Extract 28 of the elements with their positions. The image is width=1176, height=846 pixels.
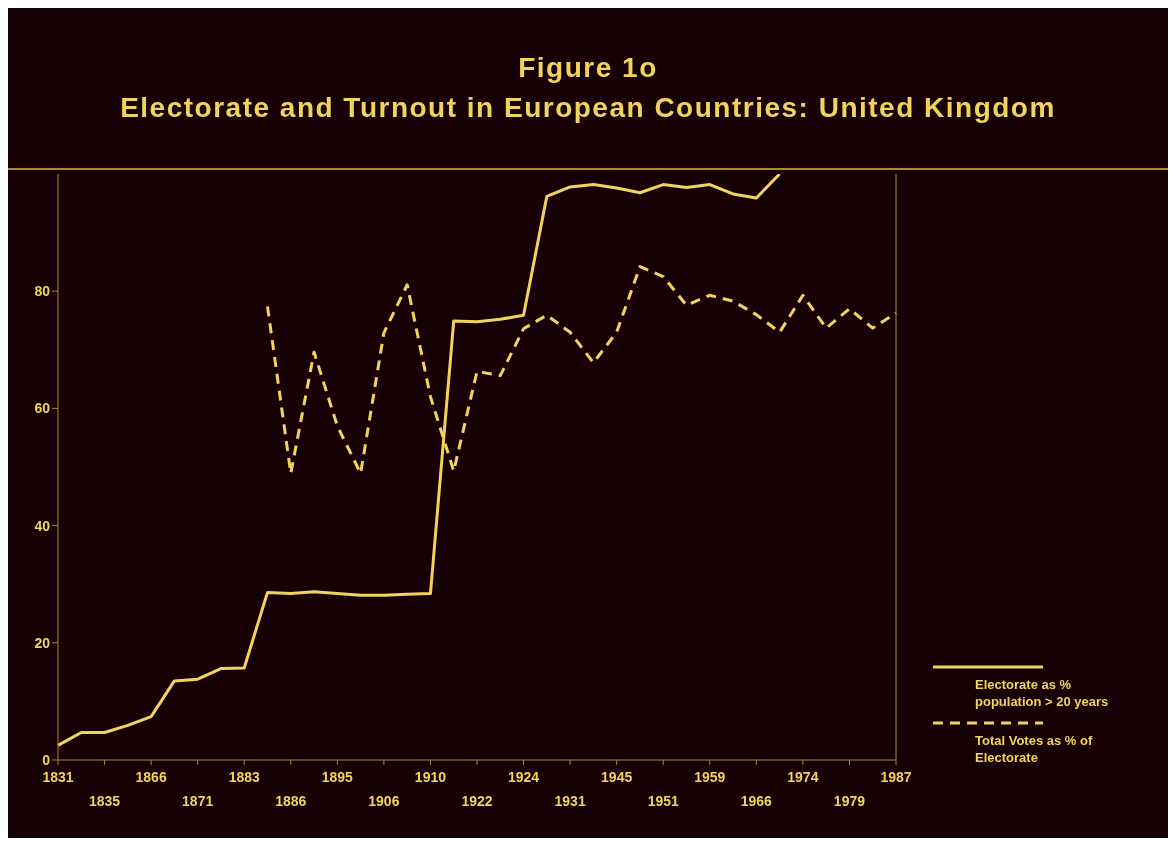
x-tick-label: 1831 [42, 769, 74, 785]
x-tick-label: 1871 [182, 793, 214, 809]
x-tick-label: 1966 [740, 793, 773, 809]
y-tick-label: 40 [34, 517, 51, 534]
x-tick-label: 1895 [321, 769, 354, 785]
x-tick-label: 1906 [368, 793, 400, 809]
y-tick-label: 80 [34, 283, 51, 300]
x-tick-label: 1951 [647, 793, 679, 809]
x-tick-label: 1974 [787, 769, 819, 785]
chart-subtitle: Electorate and Turnout in European Countries: United Kingdom [120, 91, 1056, 125]
x-tick-label: 1835 [88, 793, 121, 809]
text: Total Votes as % of Electorate [975, 732, 1094, 766]
y-tick-label: 20 [34, 634, 51, 651]
x-tick-label: 1922 [461, 793, 493, 809]
x-tick-label: 1987 [880, 769, 912, 785]
x-tick-label: 1886 [275, 793, 307, 809]
x-tick-label: 1866 [135, 769, 167, 785]
x-tick-label: 1910 [414, 769, 447, 785]
y-tick-label: 60 [34, 400, 51, 417]
x-tick-label: 1945 [601, 769, 633, 785]
x-tick-label: 1959 [694, 769, 726, 785]
x-tick-label: 1883 [228, 769, 260, 785]
x-tick-label: 1931 [554, 793, 586, 809]
y-tick-label: 0 [42, 751, 51, 768]
chart-title: Figure 1o [518, 51, 658, 85]
x-tick-label: 1924 [507, 769, 540, 785]
text: Electorate as % population > 20 years [975, 676, 1110, 710]
x-tick-label: 1979 [833, 793, 866, 809]
